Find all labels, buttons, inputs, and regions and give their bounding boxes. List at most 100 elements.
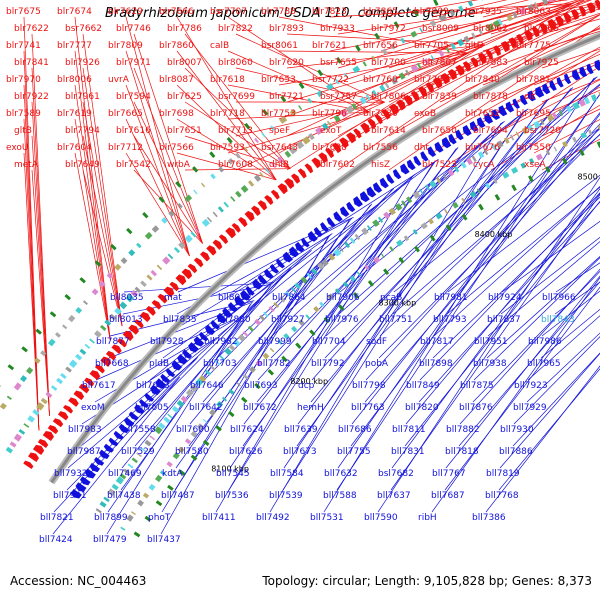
reverse-gene-arrow [346, 201, 356, 213]
feature-segment [230, 196, 236, 202]
reverse-gene-label: bll7941 [53, 491, 87, 501]
feature-segment [283, 333, 290, 340]
reverse-gene-arrow [139, 399, 149, 408]
reverse-gene-arrow [420, 151, 429, 162]
feature-segment [193, 189, 198, 195]
feature-segment [111, 483, 119, 491]
connector-line [439, 46, 600, 137]
forward-gene-label: blr7706 [524, 24, 559, 34]
reverse-gene-label: bll7545 [216, 469, 250, 479]
connector-line [286, 33, 485, 46]
forward-gene-label: blr7649 [65, 160, 100, 170]
connector-line [419, 192, 600, 381]
feature-segment [136, 452, 142, 458]
tick-mark [226, 137, 233, 144]
tick-mark [338, 304, 345, 311]
reverse-gene-label: bll7798 [352, 381, 386, 391]
reverse-gene-label: bll7864 [272, 293, 306, 303]
connector-line [512, 352, 600, 447]
feature-segment [463, 35, 470, 43]
feature-segment [326, 83, 334, 91]
reverse-gene-label: bll7986 [528, 337, 562, 347]
connector-line [310, 87, 572, 403]
feature-segment [371, 55, 376, 62]
tick-mark [209, 151, 216, 158]
feature-segment [535, 153, 543, 161]
forward-gene-label: blr7542 [116, 160, 151, 170]
feature-segment [284, 150, 292, 158]
connector-line [472, 270, 600, 403]
forward-gene-label: blr7839 [422, 92, 457, 102]
reverse-gene-label: bll7983 [68, 425, 102, 435]
forward-gene-arrow [353, 128, 362, 139]
reverse-gene-arrow [198, 331, 209, 342]
forward-gene-arrow [462, 61, 471, 72]
forward-gene-arrow [37, 439, 49, 448]
feature-segment [290, 286, 296, 293]
forward-gene-label: blr7620 [269, 58, 304, 68]
feature-segment [140, 280, 147, 287]
forward-gene-label: blr7650 [422, 126, 457, 136]
feature-segment [248, 180, 255, 187]
reverse-gene-labels: bll8035 mat bll8032 bll7864 bll7906 pcaB bll79… [39, 293, 576, 545]
feature-segment [168, 210, 175, 217]
forward-gene-label: wrbA [167, 160, 191, 170]
tick-mark [144, 515, 152, 522]
reverse-gene-label: bll7876 [459, 403, 493, 413]
forward-gene-label: blr7629 [108, 7, 143, 17]
forward-gene-arrow [500, 40, 510, 53]
reverse-gene-arrow [216, 312, 228, 324]
tick-mark [241, 396, 248, 404]
reverse-gene-label: bll7637 [377, 491, 411, 501]
forward-gene-label: blr7823 [312, 7, 347, 17]
feature-segment [200, 182, 206, 188]
reverse-gene-label: bll7693 [244, 381, 278, 391]
reverse-gene-label: bll7831 [391, 447, 425, 457]
feature-segment [214, 360, 221, 366]
feature-segment [527, 124, 534, 132]
feature-segment [389, 246, 394, 252]
tick-mark [254, 382, 261, 390]
reverse-gene-label: bll7632 [324, 469, 358, 479]
feature-segment [578, 99, 586, 107]
feature-segment [279, 116, 288, 124]
connector-line [284, 109, 527, 315]
forward-gene-arrow [270, 189, 280, 200]
feature-segment [140, 447, 146, 452]
reverse-gene-arrow [556, 77, 564, 88]
feature-segment [294, 282, 301, 290]
reverse-gene-arrow [320, 222, 329, 232]
forward-gene-arrow [264, 195, 274, 206]
tick-mark [323, 316, 330, 324]
forward-gene-arrow [218, 234, 229, 245]
reverse-gene-arrow [491, 109, 501, 121]
reverse-gene-arrow [353, 196, 363, 208]
connector-line [270, 121, 504, 359]
reverse-gene-arrow [228, 302, 238, 313]
forward-gene-arrow [432, 77, 443, 89]
reverse-gene-arrow [160, 373, 171, 384]
feature-segment [136, 242, 142, 249]
forward-gene-arrow [555, 15, 564, 27]
reverse-gene-label: bll7987 [67, 447, 101, 457]
connector-line [278, 52, 469, 120]
feature-segment [315, 126, 324, 136]
connector-line [106, 304, 251, 535]
forward-gene-label: blr7883 [473, 58, 508, 68]
feature-segment [438, 14, 447, 22]
feature-segment [75, 306, 83, 314]
feature-segment [450, 43, 457, 50]
feature-segment [79, 348, 87, 356]
feature-segment [416, 62, 422, 69]
feature-segment [394, 203, 403, 211]
reverse-gene-label: bll7951 [474, 337, 508, 347]
feature-segment [483, 148, 489, 156]
connector-line [227, 16, 370, 113]
forward-gene-arrow [57, 411, 69, 421]
reverse-gene-arrow [441, 137, 452, 149]
feature-segment [400, 37, 406, 44]
connector-line [184, 135, 291, 170]
feature-segment [496, 140, 504, 148]
forward-gene-arrow [447, 68, 457, 81]
reverse-gene-label: bll7793 [433, 315, 467, 325]
